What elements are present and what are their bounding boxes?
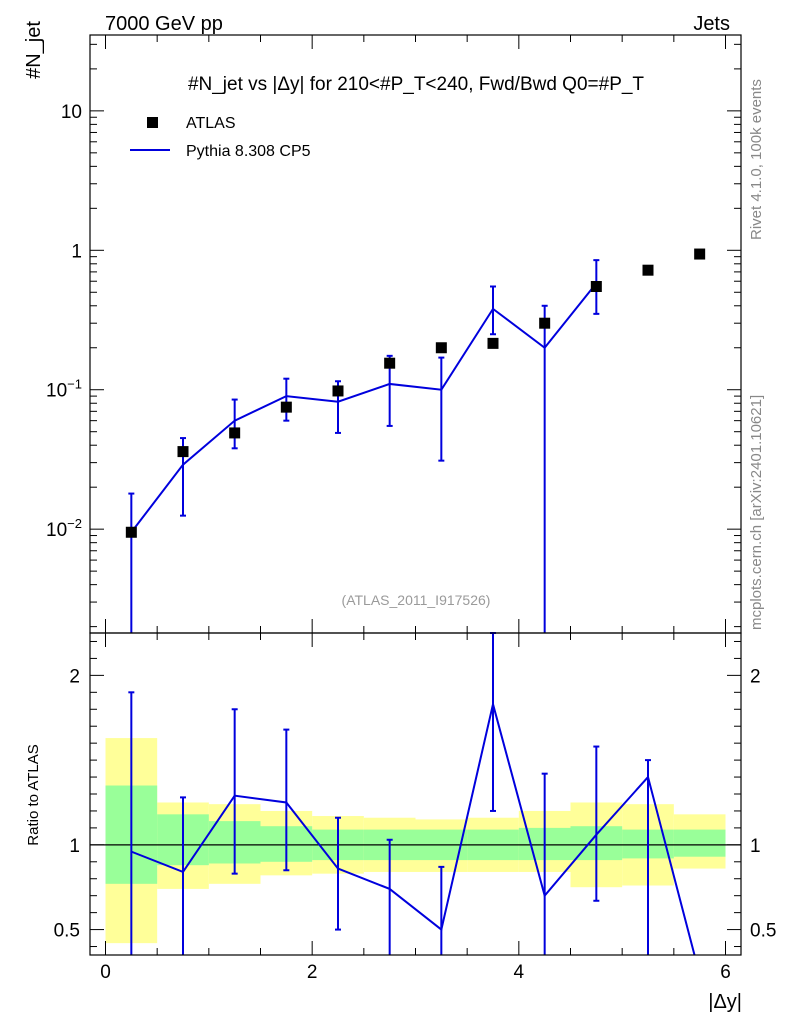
- ratio-y-tick-label-right: 0.5: [750, 921, 776, 942]
- ratio-y-tick-label-right: 1: [750, 836, 761, 857]
- atlas-data-point: [590, 280, 602, 292]
- ratio-ylabel: Ratio to ATLAS: [25, 744, 42, 845]
- pythia-series-line: [130, 282, 598, 533]
- atlas-data-point: [125, 526, 137, 538]
- ratio-y-tick-label: 0.5: [54, 921, 80, 942]
- main-title: #N_jet vs |Δy| for 210<#P_T<240, Fwd/Bwd…: [188, 74, 644, 95]
- rivet-info: Rivet 4.1.0, 100k events: [748, 79, 765, 240]
- legend-atlas-marker: [147, 117, 158, 128]
- atlas-data-point: [384, 357, 396, 369]
- atlas-data-point: [229, 427, 241, 439]
- atlas-data-point: [177, 446, 189, 458]
- ratio-x-tick-label: 2: [307, 962, 318, 983]
- atlas-data-point: [280, 401, 292, 413]
- ratio-panel-frame: [89, 632, 742, 956]
- atlas-data-point: [539, 317, 551, 329]
- atlas-data-point: [487, 337, 499, 349]
- legend-pythia-label: Pythia 8.308 CP5: [186, 143, 311, 160]
- atlas-data-point: [435, 342, 447, 354]
- mcplots-info: mcplots.cern.ch [arXiv:2401.10621]: [748, 395, 765, 630]
- main-panel: 10−2 10−1 1 10 #N_jet vs |Δy| for 210<#P_T<…: [23, 21, 742, 634]
- legend-atlas-label: ATLAS: [186, 115, 236, 132]
- main-y-tick-label: 1: [71, 241, 82, 262]
- energy-label: 7000 GeV pp: [105, 13, 223, 35]
- main-y-tick-label: 10−2: [46, 516, 82, 541]
- ratio-y-tick-label: 2: [69, 666, 80, 687]
- main-y-tick-label: 10−1: [46, 377, 82, 402]
- atlas-data-point: [694, 248, 706, 260]
- category-label: Jets: [693, 13, 730, 35]
- main-y-tick-label: 10: [61, 102, 82, 123]
- ratio-series-line: [130, 703, 696, 956]
- atlas-data-point: [332, 385, 344, 397]
- main-ylabel: #N_jet: [23, 21, 45, 79]
- x-axis-label: |Δy|: [708, 991, 742, 1013]
- ratio-y-tick-label: 1: [69, 836, 80, 857]
- ratio-panel: 0 2 4 6 0.5 0.5 1 1 2 2 Ratio to ATLAS |Δy|: [25, 632, 776, 1013]
- atlas-data-point: [642, 264, 654, 276]
- legend: ATLAS Pythia 8.308 CP5: [130, 115, 311, 160]
- reference-label: (ATLAS_2011_I917526): [342, 592, 491, 608]
- ratio-x-tick-label: 6: [720, 962, 731, 983]
- ratio-y-tick-label-right: 2: [750, 666, 761, 687]
- ratio-x-tick-label: 0: [100, 962, 111, 983]
- uncertainty-band-green: [673, 829, 726, 857]
- ratio-x-tick-label: 4: [514, 962, 525, 983]
